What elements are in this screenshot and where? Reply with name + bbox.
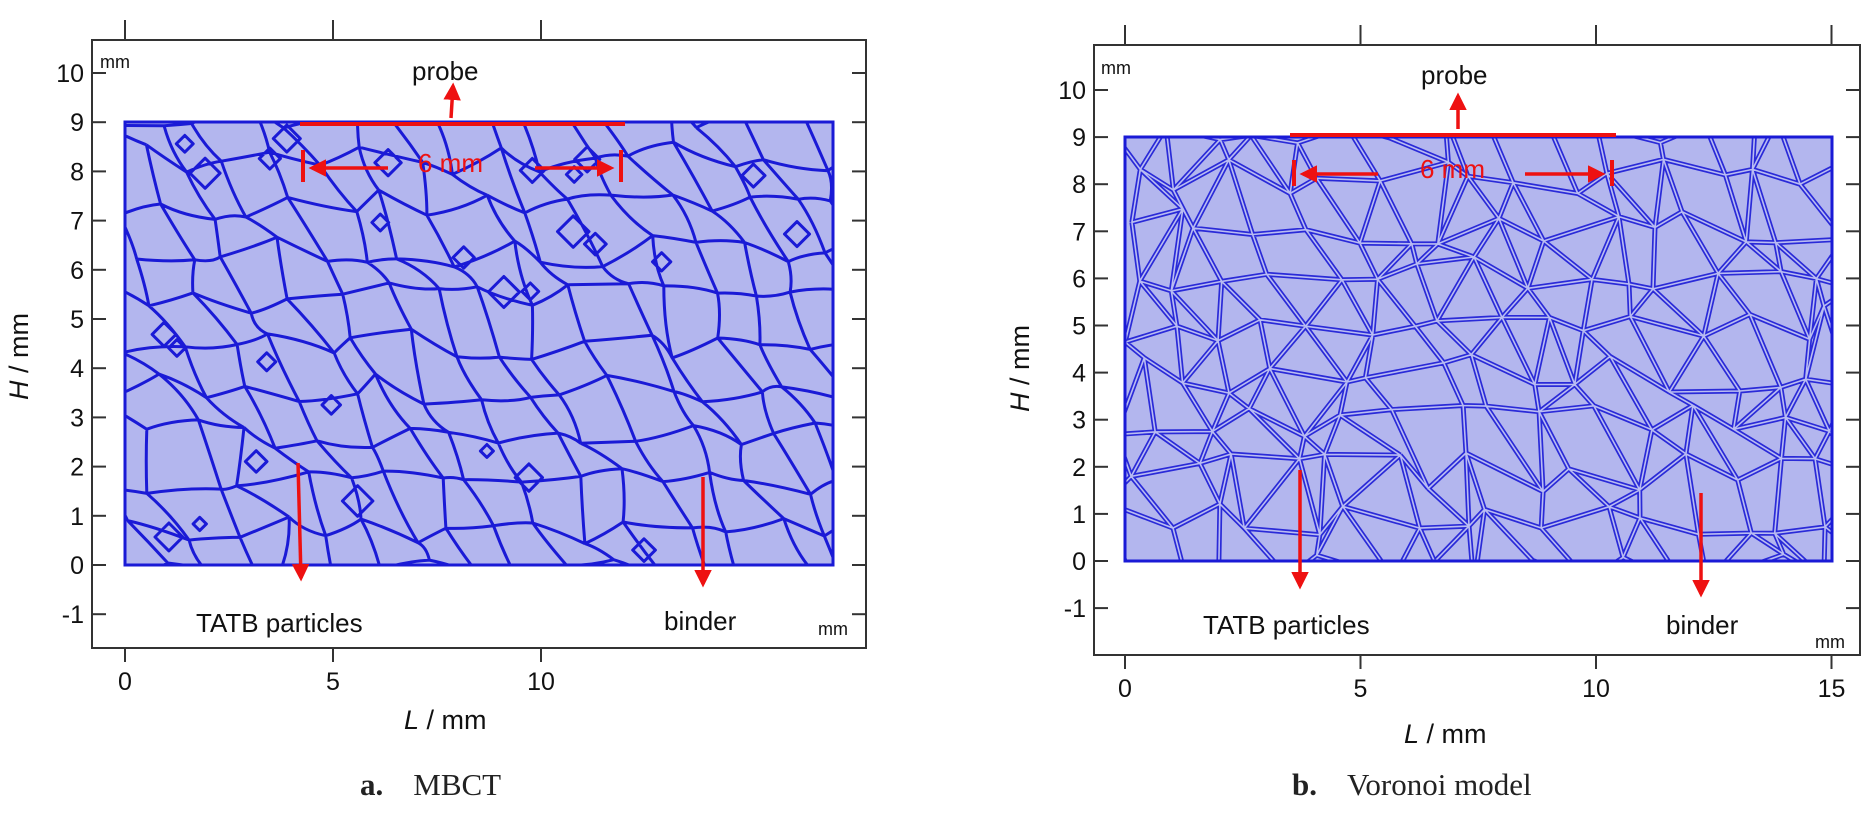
panel-b-x-tick-3: 15 bbox=[1818, 675, 1846, 703]
panel-b-span-label: 6 mm bbox=[1420, 154, 1485, 184]
panel-b-y-tick-8: 7 bbox=[1072, 218, 1086, 246]
panel-a-y-tick-10: 9 bbox=[70, 109, 84, 137]
panel-a-probe-label: probe bbox=[412, 56, 479, 86]
panel-a-y-tick-0: -1 bbox=[62, 601, 84, 629]
panel-a-y-tick-3: 2 bbox=[70, 454, 84, 482]
panel-a-probe-arrow bbox=[451, 86, 453, 118]
panel-b-x-tick-2: 10 bbox=[1582, 675, 1610, 703]
panel-b-binder-label: binder bbox=[1666, 610, 1739, 640]
panel-b-y-tick-1: 0 bbox=[1072, 548, 1086, 576]
panel-b: mm mm -1 0 1 2 3 4 5 6 7 8 9 10 0 5 10 15 L / mm H / m… bbox=[1005, 25, 1862, 802]
panel-b-y-tick-6: 5 bbox=[1072, 313, 1086, 341]
panel-a-y-tick-1: 0 bbox=[70, 552, 84, 580]
panel-b-y-tick-labels: -1 0 1 2 3 4 5 6 7 8 9 10 bbox=[1058, 77, 1086, 623]
panel-a-caption: a. MBCT bbox=[360, 767, 501, 802]
panel-b-probe-label: probe bbox=[1421, 60, 1488, 90]
panel-b-y-tick-10: 9 bbox=[1072, 124, 1086, 152]
panel-b-x-tick-0: 0 bbox=[1118, 675, 1132, 703]
panel-a-y-tick-7: 6 bbox=[70, 257, 84, 285]
panel-a-y-tick-labels: -1 0 1 2 3 4 5 6 7 8 9 10 bbox=[56, 60, 84, 629]
panel-b-y-tick-4: 3 bbox=[1072, 407, 1086, 435]
panel-b-caption: b. Voronoi model bbox=[1292, 767, 1532, 802]
panel-b-x-tick-labels: 0 5 10 15 bbox=[1118, 675, 1845, 703]
panel-b-x-tick-1: 5 bbox=[1354, 675, 1368, 703]
panel-a-x-tick-2: 10 bbox=[527, 668, 555, 696]
panel-b-x-axis-label: L / mm bbox=[1404, 719, 1487, 749]
panel-b-unit-top: mm bbox=[1101, 58, 1131, 78]
panel-a-x-tick-labels: 0 5 10 bbox=[118, 668, 555, 696]
panel-b-y-tick-7: 6 bbox=[1072, 265, 1086, 293]
panel-b-unit-corner: mm bbox=[1815, 632, 1845, 652]
panel-a-y-tick-9: 8 bbox=[70, 158, 84, 186]
panel-b-y-tick-5: 4 bbox=[1072, 360, 1086, 388]
panel-b-y-tick-0: -1 bbox=[1064, 595, 1086, 623]
panel-a-x-tick-0: 0 bbox=[118, 668, 132, 696]
panel-a-y-tick-5: 4 bbox=[70, 355, 84, 383]
panel-a-y-axis-label: H / mm bbox=[4, 313, 34, 400]
panel-a-y-tick-11: 10 bbox=[56, 60, 84, 88]
panel-a-span-label: 6 mm bbox=[418, 148, 483, 178]
panel-b-y-tick-3: 2 bbox=[1072, 454, 1086, 482]
panel-a-y-tick-6: 5 bbox=[70, 306, 84, 334]
panel-b-y-tick-9: 8 bbox=[1072, 171, 1086, 199]
panel-b-particles-label: TATB particles bbox=[1203, 610, 1370, 640]
panel-a-x-tick-1: 5 bbox=[326, 668, 340, 696]
panel-b-y-axis-label: H / mm bbox=[1005, 325, 1035, 412]
panel-b-y-tick-11: 10 bbox=[1058, 77, 1086, 105]
panel-a-y-tick-2: 1 bbox=[70, 503, 84, 531]
panel-b-y-tick-2: 1 bbox=[1072, 501, 1086, 529]
panel-a-binder-label: binder bbox=[664, 606, 737, 636]
panel-a-x-axis-label: L / mm bbox=[404, 705, 487, 735]
panel-a-y-tick-8: 7 bbox=[70, 208, 84, 236]
panel-a-y-tick-4: 3 bbox=[70, 404, 84, 432]
panel-a-particles-label: TATB particles bbox=[196, 608, 363, 638]
panel-a-unit-top: mm bbox=[100, 52, 130, 72]
panel-a-unit-corner: mm bbox=[818, 619, 848, 639]
